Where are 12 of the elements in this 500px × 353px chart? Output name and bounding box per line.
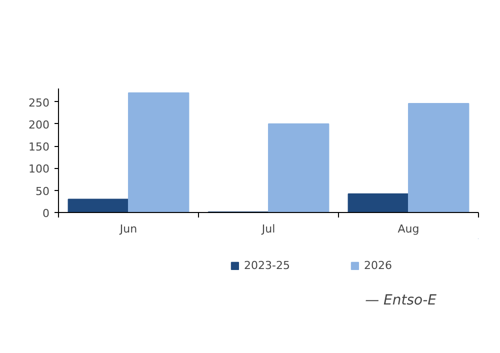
y-tick-label: 150 [28, 140, 50, 154]
x-tick-label: Jul [260, 222, 276, 236]
legend-label: 2023-25 [244, 259, 290, 272]
y-tick-label: 100 [28, 162, 50, 176]
x-tick-label: Jun [118, 222, 138, 236]
text: — Entso-E [365, 292, 437, 308]
y-tick-label: 50 [36, 184, 50, 198]
y-tick-label: 250 [28, 96, 50, 110]
x-tick-label: Aug [398, 222, 420, 236]
y-tick-label: 200 [28, 118, 50, 132]
y-tick-label: 0 [42, 207, 50, 220]
legend-label: 2026 [364, 259, 392, 272]
